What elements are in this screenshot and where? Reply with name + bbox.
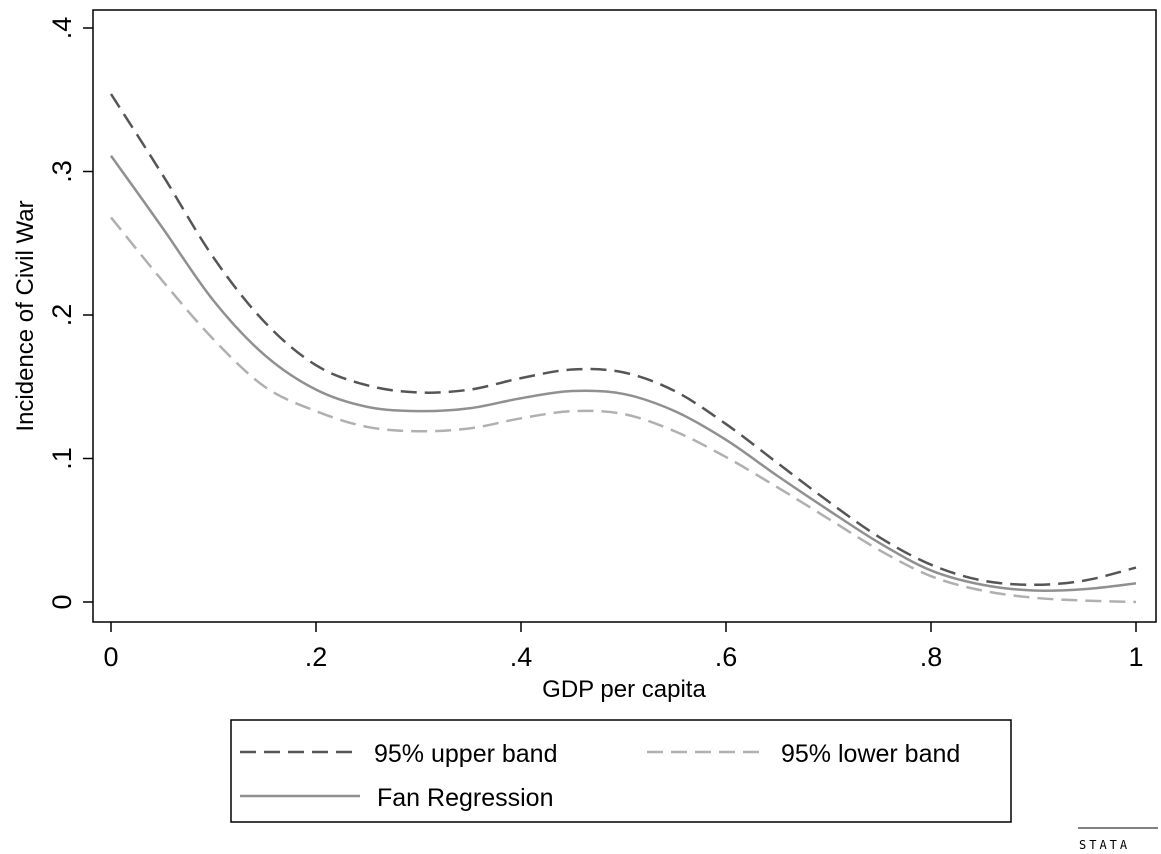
x-axis-title: GDP per capita xyxy=(542,676,706,703)
y-tick-label: .4 xyxy=(47,17,77,40)
x-tick-label: .6 xyxy=(715,642,738,672)
series-lower-band xyxy=(110,216,1137,604)
stata-logo-text: STATA xyxy=(1079,838,1130,852)
y-axis: 0 .1 .2 .3 .4 xyxy=(47,17,93,610)
legend-label-fan-regression: Fan Regression xyxy=(377,784,553,812)
x-tick-label: .4 xyxy=(510,642,533,672)
y-tick-label: 0 xyxy=(47,594,77,609)
y-tick-label: .2 xyxy=(47,304,77,327)
legend-label-lower-band: 95% lower band xyxy=(781,740,960,768)
legend-label-upper-band: 95% upper band xyxy=(374,740,557,768)
stata-logo: STATA xyxy=(1078,827,1158,852)
series-fan-regression xyxy=(109,154,1137,593)
y-tick-label: .3 xyxy=(47,160,77,183)
x-axis: 0 .2 .4 .6 .8 1 xyxy=(103,622,1144,672)
series-upper-band xyxy=(109,93,1137,587)
y-axis-title: Incidence of Civil War xyxy=(12,200,39,431)
x-tick-label: .2 xyxy=(305,642,328,672)
plot-region xyxy=(92,9,1157,623)
x-tick-label: 1 xyxy=(1128,642,1143,672)
legend-box xyxy=(230,719,1012,823)
y-tick-label: .1 xyxy=(47,447,77,470)
x-tick-label: .8 xyxy=(920,642,943,672)
x-tick-label: 0 xyxy=(103,642,118,672)
series-lines xyxy=(109,93,1137,604)
legend: 95% upper band 95% lower band Fan Regres… xyxy=(230,719,1012,823)
